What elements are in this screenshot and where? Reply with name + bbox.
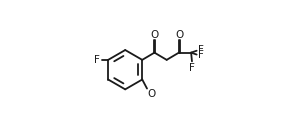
Text: O: O <box>151 30 159 40</box>
Text: F: F <box>94 55 100 65</box>
Text: O: O <box>147 89 156 99</box>
Text: F: F <box>198 50 204 60</box>
Text: O: O <box>175 30 183 40</box>
Text: F: F <box>190 63 195 73</box>
Text: F: F <box>198 45 204 55</box>
